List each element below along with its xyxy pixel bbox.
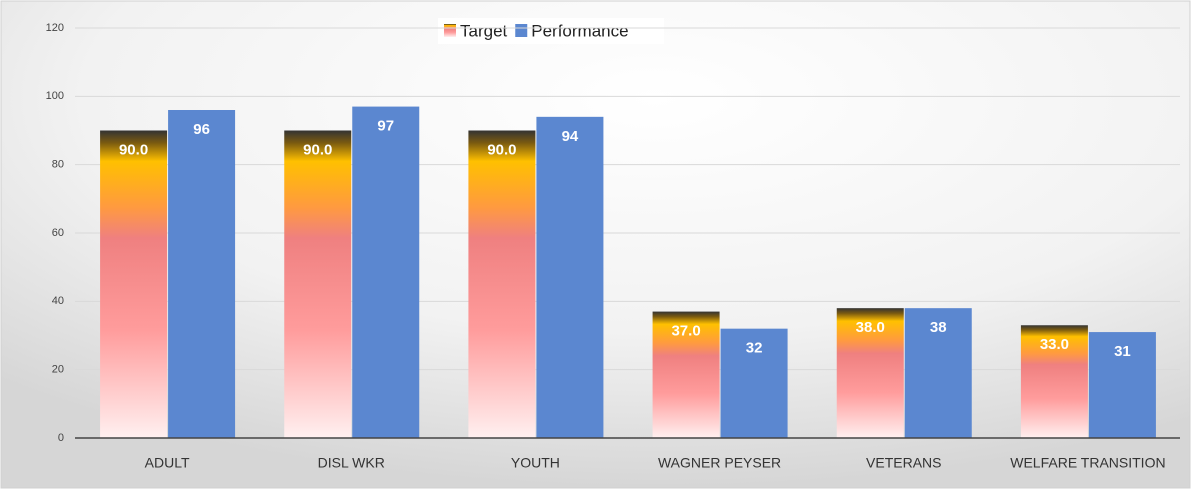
bar xyxy=(536,116,604,438)
x-tick-label: WELFARE TRANSITION xyxy=(1010,455,1165,471)
data-label: 38.0 xyxy=(856,319,885,336)
bar xyxy=(168,110,236,438)
y-tick-label: 40 xyxy=(52,295,64,307)
bar xyxy=(468,130,536,438)
legend-box xyxy=(438,18,664,44)
x-tick-label: YOUTH xyxy=(511,455,560,471)
legend: Target Performance xyxy=(438,18,664,44)
y-tick-label: 0 xyxy=(58,432,64,444)
data-label: 33.0 xyxy=(1040,336,1069,353)
legend-label: Target xyxy=(460,21,508,40)
data-label: 97 xyxy=(377,118,394,135)
bar xyxy=(284,130,352,438)
y-tick-label: 80 xyxy=(52,159,64,171)
bar xyxy=(1088,332,1156,438)
data-label: 90.0 xyxy=(119,141,148,158)
data-label: 38 xyxy=(930,319,947,336)
data-label: 90.0 xyxy=(303,141,332,158)
bar xyxy=(652,311,720,438)
y-tick-label: 20 xyxy=(52,364,64,376)
legend-swatch xyxy=(515,24,528,37)
x-tick-label: ADULT xyxy=(145,455,190,471)
bar xyxy=(720,328,788,438)
bar xyxy=(100,130,168,438)
y-tick-label: 120 xyxy=(46,22,64,34)
data-label: 90.0 xyxy=(487,141,516,158)
legend-label: Performance xyxy=(531,21,628,40)
data-label: 32 xyxy=(746,340,763,357)
bar xyxy=(836,308,904,438)
x-tick-label: WAGNER PEYSER xyxy=(658,455,781,471)
y-tick-label: 60 xyxy=(52,227,64,239)
x-tick-label: DISL WKR xyxy=(318,455,385,471)
legend-swatch xyxy=(444,24,456,37)
bar xyxy=(1020,325,1088,438)
x-tick-label: VETERANS xyxy=(866,455,941,471)
data-label: 94 xyxy=(562,128,579,145)
data-label: 31 xyxy=(1114,343,1131,360)
bar xyxy=(904,308,972,438)
data-label: 96 xyxy=(193,121,210,138)
data-label: 37.0 xyxy=(671,323,700,340)
bar xyxy=(352,106,420,438)
y-tick-label: 100 xyxy=(46,90,64,102)
